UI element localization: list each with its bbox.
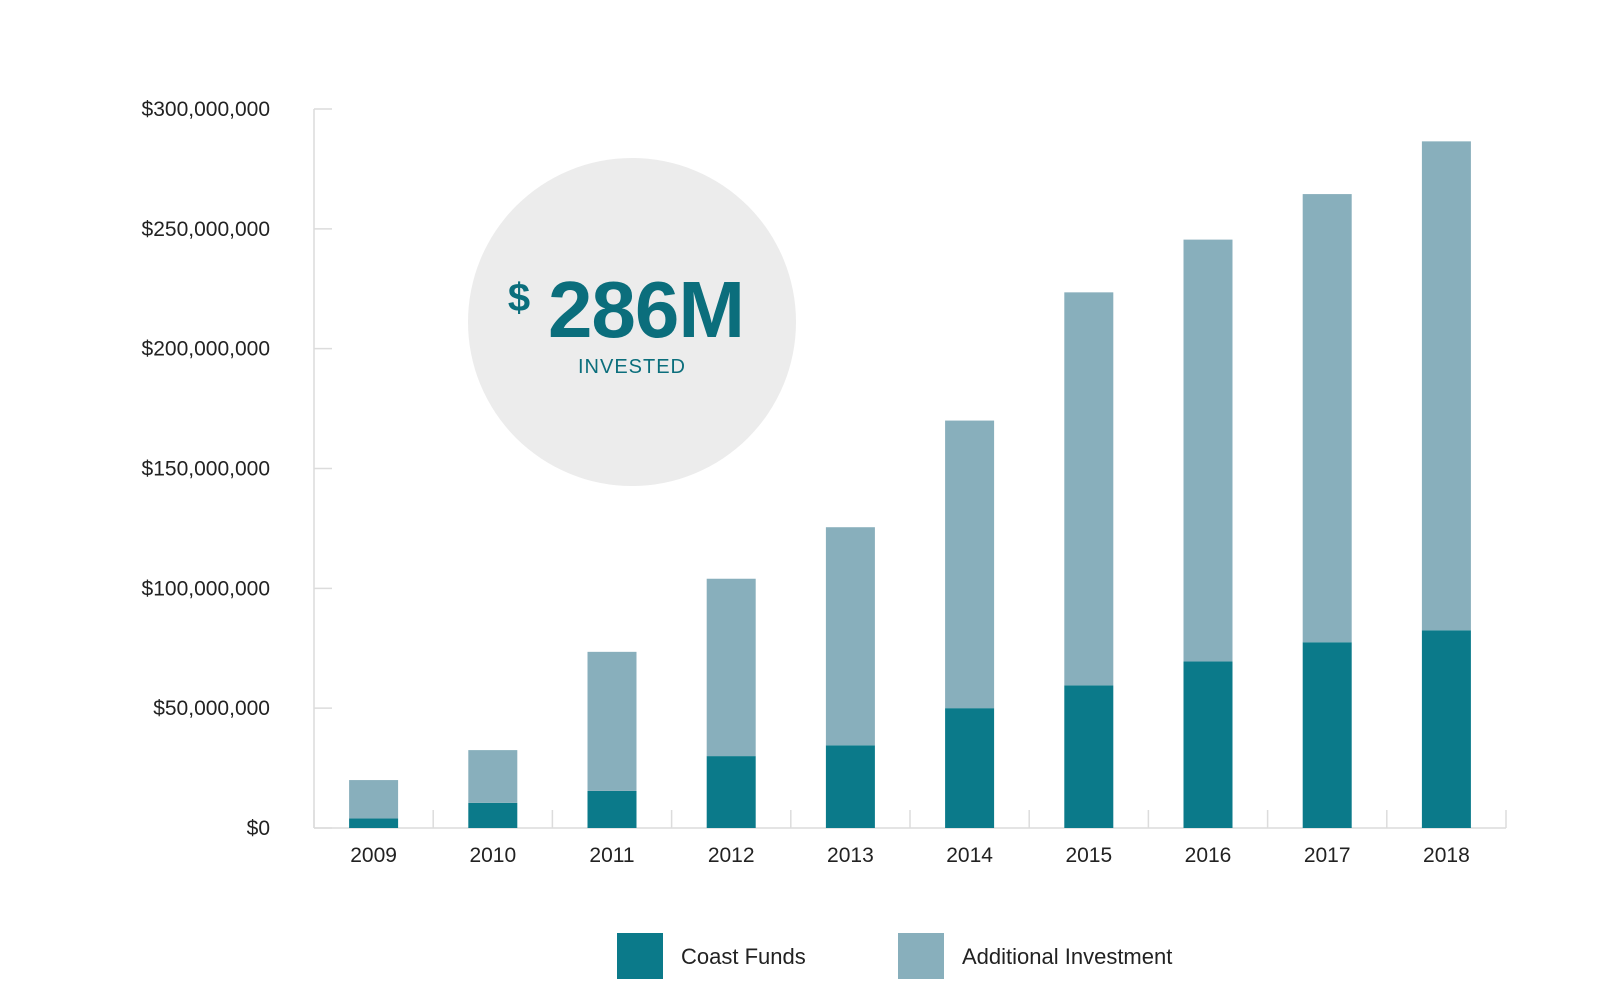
bar-coast-funds-2012	[706, 756, 756, 828]
legend-label-additional-investment: Additional Investment	[962, 944, 1172, 969]
x-tick-label: 2013	[827, 844, 874, 867]
bar-additional-investment-2017	[1302, 194, 1352, 643]
bar-coast-funds-2018	[1421, 630, 1471, 828]
bar-additional-investment-2018	[1421, 141, 1471, 631]
y-tick-label: $200,000,000	[142, 338, 270, 361]
bar-coast-funds-2015	[1064, 685, 1114, 828]
x-tick-label: 2017	[1304, 844, 1351, 867]
bar-additional-investment-2013	[825, 527, 875, 746]
y-tick-label: $100,000,000	[142, 577, 270, 600]
bar-additional-investment-2010	[468, 750, 518, 803]
bar-coast-funds-2011	[587, 790, 637, 828]
legend-item-additional-investment: Additional Investment	[898, 933, 1172, 979]
y-tick-label: $250,000,000	[142, 218, 270, 241]
bar-coast-funds-2016	[1183, 661, 1233, 828]
chart-axes: $0 $50,000,000 $100,000,000 $150,000,000 $20…	[142, 98, 1507, 867]
bar-coast-funds-2010	[468, 802, 518, 828]
y-tick-label: $0	[247, 817, 270, 840]
legend-swatch-coast-funds	[617, 933, 663, 979]
legend-label-coast-funds: Coast Funds	[681, 944, 806, 969]
bar-additional-investment-2015	[1064, 292, 1114, 686]
x-tick-label: 2012	[708, 844, 755, 867]
badge-currency-symbol: $	[508, 276, 530, 320]
chart-bars	[349, 141, 1471, 828]
y-tick-label: $300,000,000	[142, 98, 270, 121]
legend-swatch-additional-investment	[898, 933, 944, 979]
badge-total-value: 286M	[548, 265, 744, 354]
bar-coast-funds-2013	[825, 745, 875, 828]
x-tick-label: 2018	[1423, 844, 1470, 867]
y-tick-label: $150,000,000	[142, 458, 270, 481]
badge-circle	[468, 158, 796, 486]
bar-additional-investment-2016	[1183, 239, 1233, 662]
bar-coast-funds-2009	[349, 818, 399, 828]
x-tick-label: 2016	[1185, 844, 1232, 867]
badge-invested-label: INVESTED	[578, 356, 686, 378]
bar-coast-funds-2014	[945, 708, 995, 828]
bar-additional-investment-2012	[706, 578, 756, 757]
bar-additional-investment-2011	[587, 651, 637, 791]
x-tick-label: 2014	[946, 844, 993, 867]
x-tick-label: 2009	[350, 844, 397, 867]
legend-item-coast-funds: Coast Funds	[617, 933, 806, 979]
x-tick-label: 2010	[469, 844, 516, 867]
y-tick-label: $50,000,000	[153, 697, 270, 720]
total-invested-badge: $ 286M INVESTED	[468, 158, 796, 486]
x-tick-label: 2015	[1065, 844, 1112, 867]
bar-additional-investment-2014	[945, 420, 995, 709]
x-tick-label: 2011	[589, 844, 634, 867]
chart-legend: Coast Funds Additional Investment	[617, 933, 1172, 979]
bar-coast-funds-2017	[1302, 642, 1352, 828]
bar-additional-investment-2009	[349, 780, 399, 819]
